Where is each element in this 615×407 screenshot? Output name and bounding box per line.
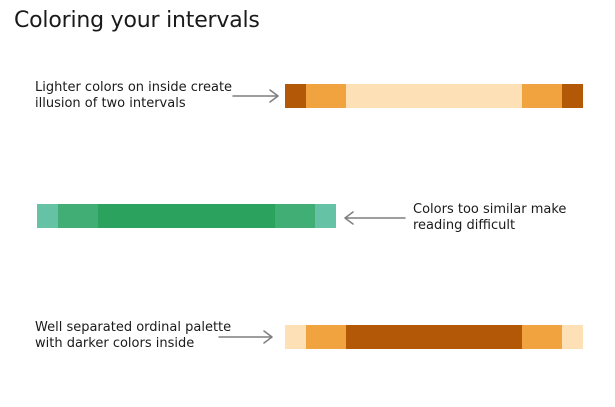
interval-segment (305, 325, 347, 349)
interval-bar-similar-colors (37, 204, 336, 228)
arrow-right-icon (232, 89, 280, 103)
caption-line: Colors too similar make (413, 202, 567, 217)
interval-segment (315, 204, 336, 228)
caption-line: reading difficult (413, 218, 516, 233)
interval-segment (285, 325, 306, 349)
interval-segment (37, 204, 58, 228)
interval-segment (346, 84, 522, 108)
interval-segment (305, 84, 347, 108)
interval-segment (274, 204, 316, 228)
interval-segment (562, 84, 583, 108)
interval-segment (285, 84, 306, 108)
interval-segment (521, 325, 563, 349)
interval-segment (57, 204, 99, 228)
arrow-right-icon (218, 330, 274, 344)
interval-bar-darker-inside (285, 325, 583, 349)
interval-segment (521, 84, 563, 108)
interval-bar-lighter-inside (285, 84, 583, 108)
caption-line: Well separated ordinal palette (35, 320, 232, 335)
page-title: Coloring your intervals (14, 8, 260, 33)
caption-well-separated: Well separated ordinal palette with dark… (35, 320, 231, 352)
interval-segment (562, 325, 583, 349)
caption-similar-colors: Colors too similar make reading difficul… (413, 202, 566, 234)
caption-lighter-inside: Lighter colors on inside create illusion… (35, 80, 232, 112)
arrow-left-icon (343, 211, 406, 225)
caption-line: illusion of two intervals (35, 96, 186, 111)
caption-line: Lighter colors on inside create (35, 80, 233, 95)
interval-segment (98, 204, 275, 228)
caption-line: with darker colors inside (35, 336, 195, 351)
interval-segment (346, 325, 522, 349)
